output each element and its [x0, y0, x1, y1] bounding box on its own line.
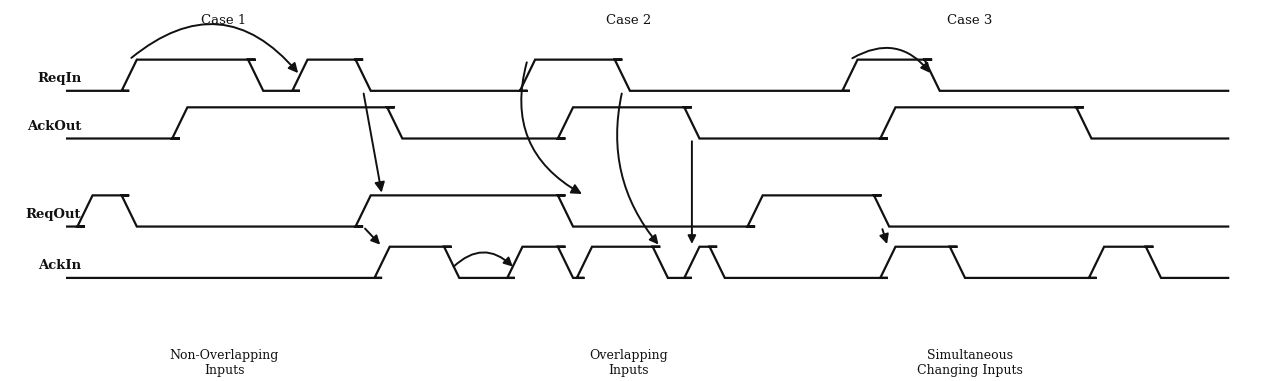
Text: Changing Inputs: Changing Inputs	[917, 364, 1024, 377]
Text: Non-Overlapping: Non-Overlapping	[169, 349, 278, 362]
Text: Case 2: Case 2	[606, 14, 652, 27]
Text: Overlapping: Overlapping	[589, 349, 668, 362]
Text: Case 1: Case 1	[202, 14, 246, 27]
Text: AckOut: AckOut	[27, 120, 81, 133]
Text: Inputs: Inputs	[608, 364, 649, 377]
Text: Simultaneous: Simultaneous	[927, 349, 1013, 362]
Text: Case 3: Case 3	[947, 14, 993, 27]
Text: ReqIn: ReqIn	[37, 72, 81, 85]
Text: ReqOut: ReqOut	[25, 208, 81, 221]
Text: Inputs: Inputs	[203, 364, 244, 377]
Text: AckIn: AckIn	[38, 259, 81, 272]
